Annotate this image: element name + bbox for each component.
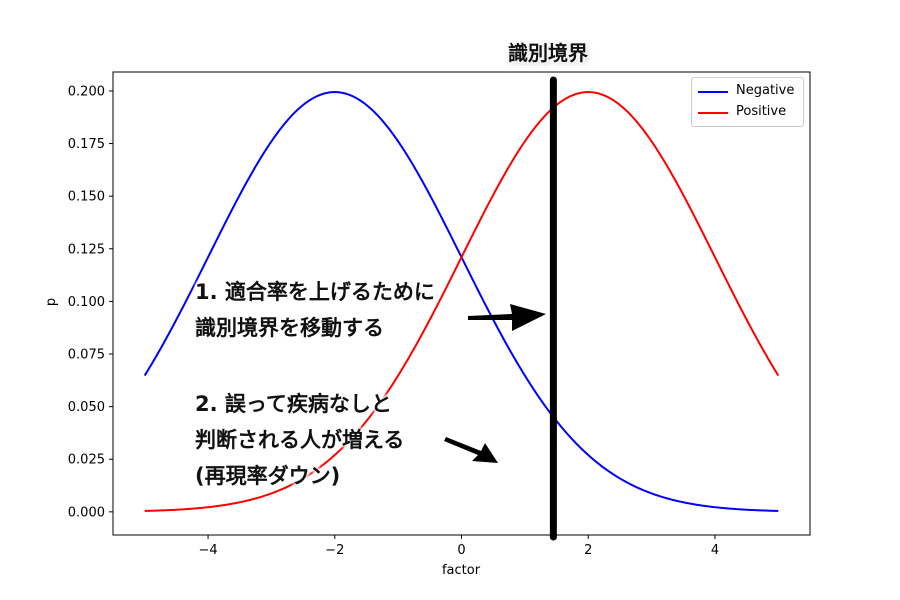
legend-swatch-positive xyxy=(698,112,728,114)
annotation-2-line-1: 2. 誤って疾病なしと xyxy=(195,392,392,416)
x-ticks: −4 −2 0 2 4 xyxy=(198,535,719,558)
arrow-2 xyxy=(444,437,498,463)
legend-swatch-negative xyxy=(698,91,728,93)
y-axis-label: p xyxy=(44,298,59,306)
annotation-2-line-2: 判断される人が増える xyxy=(195,428,405,452)
annotation-1-line-1: 1. 適合率を上げるために xyxy=(195,280,435,304)
x-tick-label: 4 xyxy=(711,543,719,558)
annotation-2-line-3: (再現率ダウン) xyxy=(195,464,341,488)
y-tick-label: 0.200 xyxy=(68,84,105,99)
series-line-positive xyxy=(144,91,780,512)
y-tick-label: 0.000 xyxy=(68,505,105,520)
y-tick-label: 0.150 xyxy=(68,190,105,205)
arrow-1 xyxy=(468,304,546,331)
x-tick-label: 0 xyxy=(457,543,465,558)
y-tick-label: 0.125 xyxy=(68,242,105,257)
y-ticks: 0.000 0.025 0.050 0.075 0.100 0.125 0.150 0.175… xyxy=(68,84,113,520)
x-tick-label: 2 xyxy=(584,543,592,558)
x-tick-label: −2 xyxy=(325,543,344,558)
plot-area xyxy=(113,72,810,535)
annotation-1: 1. 適合率を上げるために 識別境界を移動する xyxy=(195,274,435,346)
legend-item-negative: Negative xyxy=(692,81,803,101)
y-tick-label: 0.025 xyxy=(68,453,105,468)
y-tick-label: 0.175 xyxy=(68,137,105,152)
y-tick-label: 0.050 xyxy=(68,400,105,415)
decision-boundary-label: 識別境界 xyxy=(508,41,588,65)
y-tick-label: 0.100 xyxy=(68,295,105,310)
annotation-arrows xyxy=(444,304,546,463)
legend: Negative Positive xyxy=(691,77,804,127)
annotation-1-line-2: 識別境界を移動する xyxy=(195,316,384,340)
y-tick-label: 0.075 xyxy=(68,348,105,363)
x-axis-label: factor xyxy=(442,563,481,578)
legend-item-positive: Positive xyxy=(692,102,803,122)
curves-group xyxy=(143,91,780,512)
annotation-2: 2. 誤って疾病なしと 判断される人が増える (再現率ダウン) xyxy=(195,386,404,494)
x-tick-label: −4 xyxy=(198,543,217,558)
legend-label-positive: Positive xyxy=(736,104,787,119)
legend-label-negative: Negative xyxy=(736,83,795,98)
